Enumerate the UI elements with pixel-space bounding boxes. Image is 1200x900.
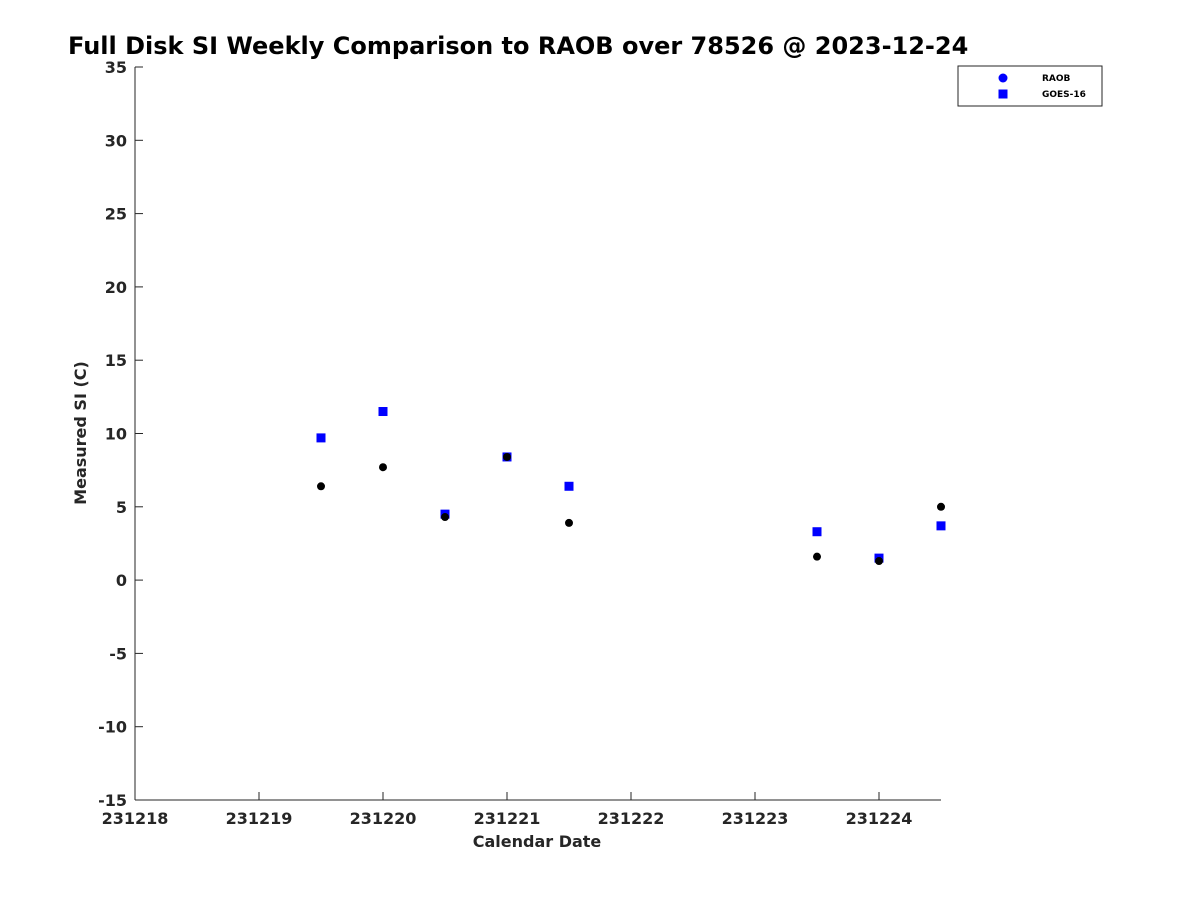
legend-raob-marker bbox=[998, 73, 1008, 83]
y-tick-label: 5 bbox=[116, 498, 127, 517]
y-tick-label: -5 bbox=[109, 644, 127, 663]
y-tick-label: 0 bbox=[116, 571, 127, 590]
raob-point bbox=[875, 557, 883, 566]
chart-title: Full Disk SI Weekly Comparison to RAOB o… bbox=[68, 32, 968, 60]
raob-point bbox=[379, 463, 387, 472]
x-tick-label: 231220 bbox=[350, 809, 417, 828]
x-tick-label: 231218 bbox=[102, 809, 169, 828]
raob-point bbox=[565, 518, 573, 527]
y-axis-ticks: -15 -10 -5 0 5 10 15 20 25 30 35 bbox=[98, 58, 143, 810]
y-tick-label: 10 bbox=[105, 425, 127, 444]
y-tick-label: 20 bbox=[105, 278, 127, 297]
raob-point bbox=[441, 513, 449, 522]
legend-raob-label: RAOB bbox=[1042, 74, 1071, 84]
y-tick-label: 15 bbox=[105, 351, 127, 370]
legend-goes16-marker bbox=[998, 89, 1008, 99]
x-tick-label: 231222 bbox=[598, 809, 665, 828]
y-tick-label: 30 bbox=[105, 131, 127, 150]
x-axis-ticks: 231218 231219 231220 231221 231222 231223 2312… bbox=[102, 792, 913, 828]
x-axis-label: Calendar Date bbox=[473, 832, 602, 851]
x-tick-label: 231224 bbox=[846, 809, 913, 828]
y-tick-label: -15 bbox=[98, 791, 127, 810]
y-tick-label: 25 bbox=[105, 205, 127, 224]
legend-goes16-label: GOES-16 bbox=[1042, 90, 1086, 100]
y-axis-label: Measured SI (C) bbox=[71, 361, 90, 505]
goes16-point bbox=[378, 407, 388, 417]
y-tick-label: -10 bbox=[98, 718, 127, 737]
x-tick-label: 231221 bbox=[474, 809, 541, 828]
raob-point bbox=[937, 502, 945, 511]
raob-point bbox=[503, 452, 511, 461]
x-tick-label: 231219 bbox=[226, 809, 293, 828]
goes16-point bbox=[316, 433, 326, 443]
raob-point bbox=[317, 482, 325, 491]
legend: RAOB GOES-16 bbox=[957, 65, 1103, 107]
y-tick-label: 35 bbox=[105, 58, 127, 77]
data-points bbox=[316, 407, 946, 566]
x-tick-label: 231223 bbox=[722, 809, 789, 828]
goes16-point bbox=[936, 521, 946, 531]
goes16-point bbox=[564, 481, 574, 491]
raob-point bbox=[813, 552, 821, 561]
legend-box bbox=[957, 65, 1103, 107]
goes16-point bbox=[812, 527, 822, 537]
